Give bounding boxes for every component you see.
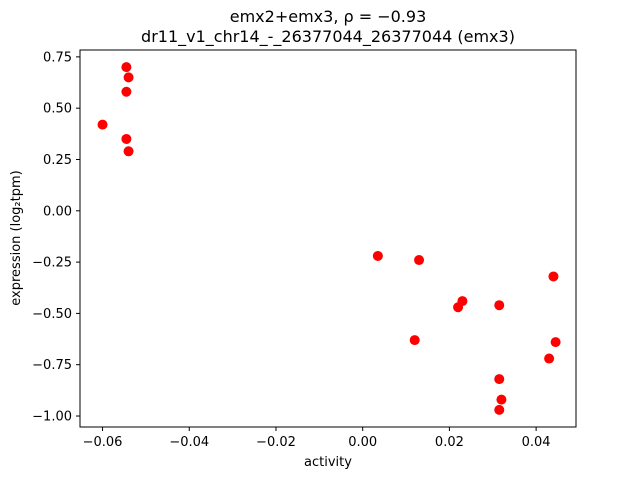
data-point bbox=[494, 374, 505, 385]
y-tick-label: −0.75 bbox=[32, 358, 72, 373]
x-axis-label: activity bbox=[304, 455, 352, 470]
plot-area bbox=[80, 50, 576, 427]
data-point bbox=[496, 394, 507, 405]
axes-spines bbox=[79, 49, 577, 428]
scatter-points-layer bbox=[97, 62, 561, 415]
data-point bbox=[414, 255, 425, 266]
data-point bbox=[409, 335, 420, 346]
data-point bbox=[548, 271, 559, 282]
x-tick-label: −0.06 bbox=[83, 435, 123, 450]
data-point bbox=[121, 62, 132, 73]
axes-layer: −0.06 −0.04 −0.02 0.00 0.02 0.04 0.75 0.50 0.25 0… bbox=[32, 49, 577, 450]
data-point bbox=[97, 119, 108, 130]
y-tick-label: 0.75 bbox=[43, 50, 72, 65]
data-point bbox=[123, 146, 134, 157]
y-tick-label: −0.50 bbox=[32, 307, 72, 322]
y-tick-label: 0.00 bbox=[43, 204, 72, 219]
x-tick-label: 0.04 bbox=[522, 435, 551, 450]
x-tick-label: 0.02 bbox=[435, 435, 464, 450]
y-tick-label: 0.25 bbox=[43, 153, 72, 168]
data-point bbox=[494, 300, 505, 311]
data-point bbox=[123, 72, 134, 83]
data-point bbox=[550, 337, 561, 348]
chart-subtitle: dr11_v1_chr14_-_26377044_26377044 (emx3) bbox=[141, 27, 515, 47]
data-point bbox=[372, 250, 383, 261]
data-point bbox=[457, 296, 468, 307]
data-point bbox=[121, 86, 132, 97]
x-tick-label: −0.02 bbox=[256, 435, 296, 450]
y-axis-label: expression (log₂tpm) bbox=[9, 170, 24, 305]
x-tick-label: 0.00 bbox=[348, 435, 377, 450]
x-tick-label: −0.04 bbox=[169, 435, 209, 450]
chart-title: emx2+emx3, ρ = −0.93 bbox=[230, 7, 427, 26]
data-point bbox=[544, 353, 555, 364]
data-point bbox=[121, 133, 132, 144]
data-point bbox=[494, 404, 505, 415]
y-tick-label: 0.50 bbox=[43, 102, 72, 117]
y-tick-label: −0.25 bbox=[32, 256, 72, 271]
y-tick-label: −1.00 bbox=[32, 410, 72, 425]
